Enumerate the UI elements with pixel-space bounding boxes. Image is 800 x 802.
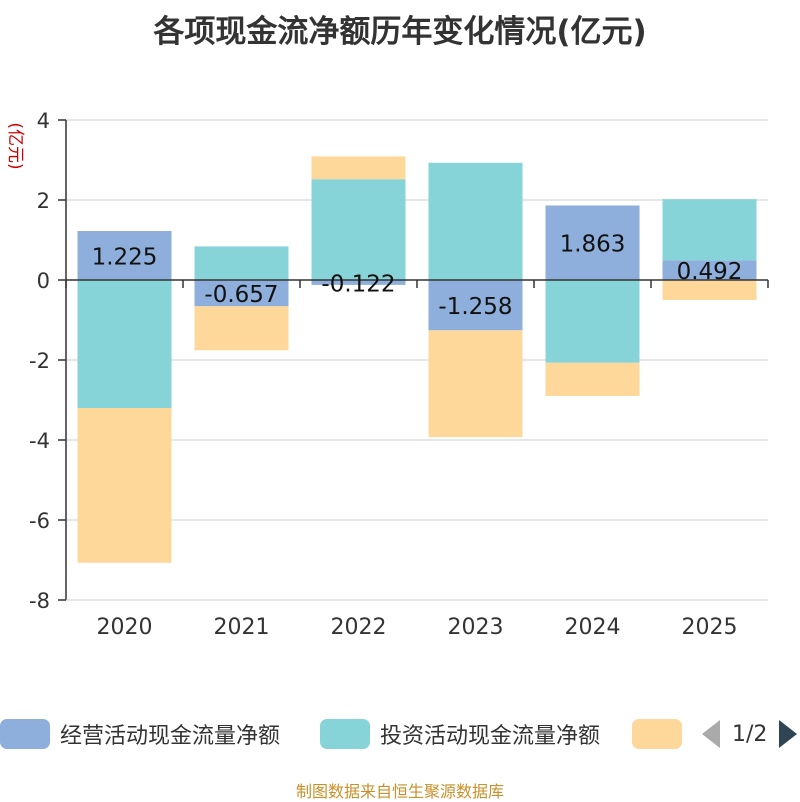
bar-financing [311, 156, 406, 180]
y-tick-label: 0 [37, 269, 50, 293]
legend-page-indicator: 1/2 [732, 721, 768, 747]
bar-operating [77, 231, 172, 280]
bar-financing [428, 330, 523, 438]
legend-pager: 1/2 [702, 716, 798, 752]
legend-swatch-financing [632, 719, 682, 749]
bar-investing [194, 246, 289, 280]
legend-item-financing[interactable] [632, 716, 682, 752]
source-note: 制图数据来自恒生聚源数据库 [295, 782, 504, 801]
x-tick-label: 2021 [214, 615, 270, 640]
y-tick-label: 4 [37, 109, 50, 133]
bar-investing [311, 179, 406, 280]
data-label: 0.492 [677, 259, 743, 285]
bar-financing [662, 280, 757, 300]
x-tick-label: 2024 [565, 615, 621, 640]
y-tick-label: -6 [29, 509, 50, 533]
legend-swatch-investing [320, 719, 370, 749]
legend-next-page-icon[interactable] [779, 720, 798, 748]
y-tick-label: 2 [37, 189, 50, 213]
legend-label-operating: 经营活动现金流量净额 [60, 724, 281, 749]
legend-item-investing[interactable]: 投资活动现金流量净额 [320, 716, 600, 752]
bar-operating [545, 205, 640, 280]
y-tick-label: -2 [29, 349, 50, 373]
bar-financing [194, 306, 289, 351]
legend-prev-page-icon[interactable] [702, 720, 720, 748]
bar-financing [77, 408, 172, 563]
bar-investing [428, 162, 523, 280]
bar-operating [662, 260, 757, 280]
x-tick-label: 2023 [448, 615, 504, 640]
chart-title: 各项现金流净额历年变化情况(亿元) [153, 14, 647, 50]
y-tick-label: -8 [29, 589, 50, 613]
data-label: -1.258 [438, 294, 512, 320]
legend-label-investing: 投资活动现金流量净额 [380, 724, 601, 749]
legend-swatch-operating [0, 719, 50, 749]
bar-investing [545, 280, 640, 363]
x-tick-label: 2022 [331, 615, 387, 640]
bar-investing [77, 280, 172, 408]
bar-operating [194, 280, 289, 307]
data-label: -0.122 [321, 271, 395, 297]
x-tick-label: 2020 [97, 615, 153, 640]
legend-item-operating[interactable]: 经营活动现金流量净额 [0, 716, 280, 752]
data-label: 1.225 [92, 245, 158, 271]
bar-financing [545, 362, 640, 396]
bar-operating [428, 280, 523, 331]
legend: 经营活动现金流量净额 投资活动现金流量净额 [0, 716, 800, 752]
x-tick-label: 2025 [682, 615, 738, 640]
bar-investing [662, 199, 757, 261]
y-tick-label: -4 [29, 429, 50, 453]
data-label: 1.863 [560, 232, 626, 258]
y-axis-unit-label: (亿元) [5, 122, 25, 169]
bar-operating [311, 280, 406, 285]
data-label: -0.657 [204, 282, 278, 308]
